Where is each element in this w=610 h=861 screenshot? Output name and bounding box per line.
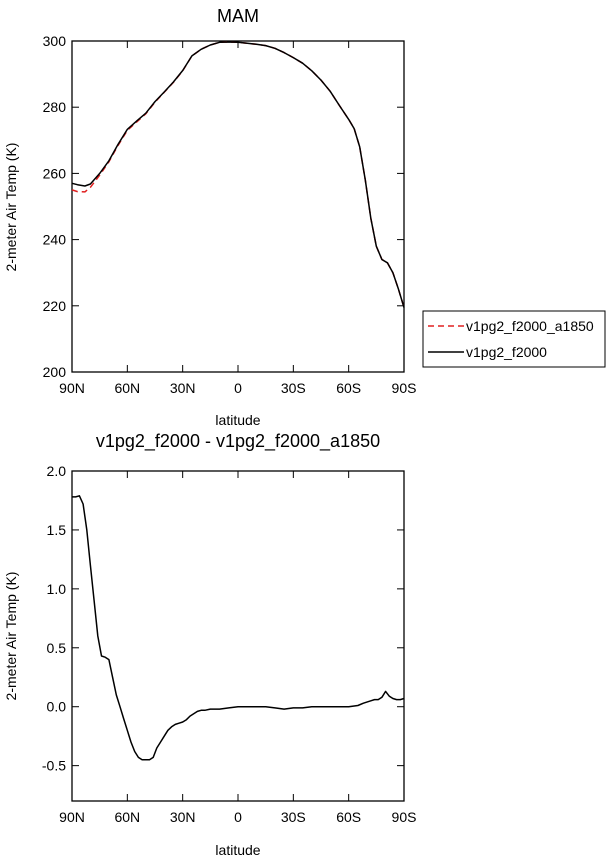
bottom-y-tick-label: -0.5 [42,758,66,774]
bottom-y-tick-label: 1.0 [47,581,67,597]
top-series-line-1 [71,41,405,308]
top-x-ticks: 90N 60N 30N 0 30S 60S 90S [59,41,416,396]
bottom-chart-title: v1pg2_f2000 - v1pg2_f2000_a1850 [96,431,380,452]
top-chart-title: MAM [217,6,259,26]
top-x-tick-label: 0 [234,380,242,396]
bottom-y-tick-label: 0.0 [47,699,67,715]
legend-label-a1850: v1pg2_f2000_a1850 [466,318,594,334]
bottom-x-axis-label: latitude [215,842,260,858]
top-series-lines [71,41,405,308]
top-x-tick-label: 60S [336,380,361,396]
top-x-tick-label: 30N [170,380,196,396]
top-x-tick-label: 60N [114,380,140,396]
top-y-axis-label: 2-meter Air Temp (K) [3,143,19,272]
bottom-panel: v1pg2_f2000 - v1pg2_f2000_a1850 -0.5 0.0 0… [3,431,416,858]
top-x-tick-label: 30S [281,380,306,396]
bottom-x-tick-label: 30N [170,809,196,825]
legend: v1pg2_f2000_a1850 v1pg2_f2000 [422,310,606,368]
top-y-tick-label: 220 [43,298,67,314]
bottom-series-lines [72,495,405,761]
bottom-x-tick-label: 60N [114,809,140,825]
top-x-tick-label: 90N [59,380,85,396]
top-series-line-0 [71,41,405,308]
top-y-ticks: 200 220 240 260 280 300 [43,33,404,380]
bottom-x-tick-label: 60S [336,809,361,825]
bottom-y-axis-label: 2-meter Air Temp (K) [3,572,19,701]
legend-box [422,310,606,368]
top-y-tick-label: 300 [43,33,67,49]
top-y-tick-label: 260 [43,165,67,181]
bottom-plot-frame [71,470,405,802]
bottom-x-tick-label: 90S [392,809,417,825]
top-x-axis-label: latitude [215,412,260,428]
top-y-tick-label: 280 [43,99,67,115]
bottom-x-tick-label: 30S [281,809,306,825]
top-x-tick-label: 90S [392,380,417,396]
top-y-tick-label: 240 [43,232,67,248]
bottom-x-tick-label: 90N [59,809,85,825]
bottom-x-ticks: 90N 60N 30N 0 30S 60S 90S [59,471,416,825]
legend-label-f2000: v1pg2_f2000 [466,344,547,360]
bottom-y-tick-label: 2.0 [47,463,67,479]
bottom-x-tick-label: 0 [234,809,242,825]
bottom-y-tick-label: 1.5 [47,522,67,538]
bottom-series-line-0 [72,495,405,761]
bottom-y-tick-label: 0.5 [47,640,67,656]
top-plot-frame [71,40,405,373]
bottom-y-ticks: -0.5 0.0 0.5 1.0 1.5 2.0 [42,463,404,774]
top-y-tick-label: 200 [43,364,67,380]
